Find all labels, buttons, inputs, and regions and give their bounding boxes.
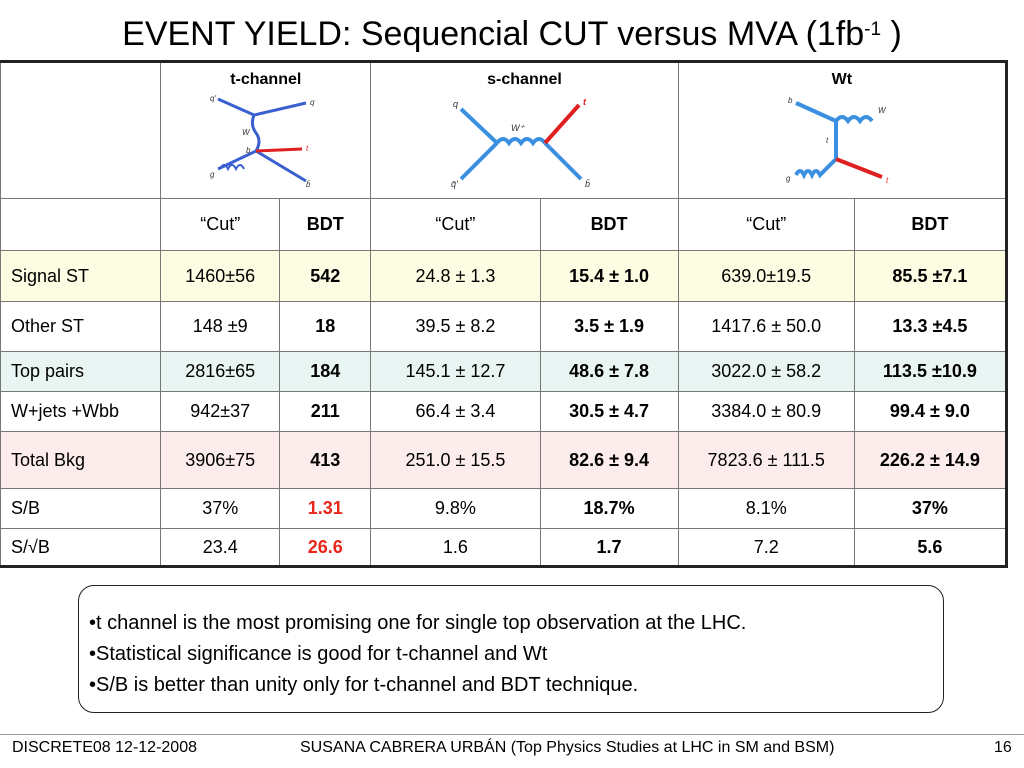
footer-divider xyxy=(0,734,1024,735)
bdt-value-cell: 30.5 ± 4.7 xyxy=(539,391,679,432)
cut-value-cell: 3906±75 xyxy=(160,431,281,489)
svg-text:b: b xyxy=(246,146,251,155)
cut-value-cell: 251.0 ± 15.5 xyxy=(370,431,541,489)
bdt-value-cell: 211 xyxy=(279,391,372,432)
corner-cell xyxy=(0,61,162,199)
note-line: •Statistical significance is good for t-… xyxy=(89,643,548,665)
cut-value-cell: 145.1 ± 12.7 xyxy=(370,351,541,392)
bdt-value-cell: 99.4 ± 9.0 xyxy=(853,391,1008,432)
bdt-value-cell: 1.7 xyxy=(539,528,679,567)
cut-value-cell: 66.4 ± 3.4 xyxy=(370,391,541,432)
wt-feynman-diagram: b W t g t xyxy=(786,96,889,185)
note-line: •t channel is the most promising one for… xyxy=(89,612,747,634)
cut-value-cell: 7823.6 ± 111.5 xyxy=(677,431,855,489)
cut-value-cell: 1417.6 ± 50.0 xyxy=(677,301,855,352)
bdt-value-cell: 542 xyxy=(279,250,372,302)
note-line: •S/B is better than unity only for t-cha… xyxy=(89,674,639,696)
table-row: Signal ST 1460±56 542 24.8 ± 1.3 15.4 ± 1.0 6… xyxy=(0,250,1008,302)
bdt-value-cell: 5.6 xyxy=(853,528,1008,567)
cut-value-cell: 639.0±19.5 xyxy=(677,250,855,302)
method-header-row: “Cut” BDT “Cut” BDT “Cut” BDT xyxy=(0,198,1008,251)
svg-text:W: W xyxy=(878,106,887,115)
svg-text:b̄: b̄ xyxy=(585,179,590,189)
row-label: Top pairs xyxy=(0,351,162,392)
bdt-value-cell: 48.6 ± 7.8 xyxy=(539,351,679,392)
bdt-header: BDT xyxy=(853,198,1008,251)
wt-channel-header: Wt b W t g t xyxy=(677,61,1008,199)
footer-author: SUSANA CABRERA URBÁN (Top Physics Studie… xyxy=(300,739,835,756)
blank-label-cell xyxy=(0,198,162,251)
cut-value-cell: 7.2 xyxy=(677,528,855,567)
bdt-value-cell: 1.31 xyxy=(279,488,372,529)
bdt-value-cell: 82.6 ± 9.4 xyxy=(539,431,679,489)
cut-header: “Cut” xyxy=(160,198,281,251)
cut-value-cell: 9.8% xyxy=(370,488,541,529)
cut-value-cell: 1460±56 xyxy=(160,250,281,302)
table-row: Top pairs 2816±65 184 145.1 ± 12.7 48.6 ± 7.… xyxy=(0,351,1008,392)
row-label: Other ST xyxy=(0,301,162,352)
bdt-value-cell: 18 xyxy=(279,301,372,352)
cut-value-cell: 3022.0 ± 58.2 xyxy=(677,351,855,392)
bdt-value-cell: 3.5 ± 1.9 xyxy=(539,301,679,352)
svg-text:q̄': q̄' xyxy=(451,179,458,189)
bdt-value-cell: 18.7% xyxy=(539,488,679,529)
row-label: Signal ST xyxy=(0,250,162,302)
table-row: S/B 37% 1.31 9.8% 18.7% 8.1% 37% xyxy=(0,488,1008,529)
svg-text:t: t xyxy=(583,97,587,107)
table-row: W+jets +Wbb 942±37 211 66.4 ± 3.4 30.5 ± 4.7… xyxy=(0,391,1008,432)
svg-text:b: b xyxy=(788,96,793,105)
svg-text:q': q' xyxy=(210,94,216,103)
bdt-value-cell: 37% xyxy=(853,488,1008,529)
cut-value-cell: 1.6 xyxy=(370,528,541,567)
bdt-value-cell: 15.4 ± 1.0 xyxy=(539,250,679,302)
row-label: W+jets +Wbb xyxy=(0,391,162,432)
slide-title: EVENT YIELD: Sequencial CUT versus MVA (… xyxy=(122,15,902,53)
bdt-value-cell: 226.2 ± 14.9 xyxy=(853,431,1008,489)
svg-text:q: q xyxy=(453,99,458,109)
svg-text:t: t xyxy=(826,136,829,145)
svg-text:t: t xyxy=(306,144,309,153)
cut-header: “Cut” xyxy=(370,198,541,251)
svg-text:W: W xyxy=(242,128,251,137)
cut-value-cell: 942±37 xyxy=(160,391,281,432)
cut-value-cell: 39.5 ± 8.2 xyxy=(370,301,541,352)
cut-value-cell: 2816±65 xyxy=(160,351,281,392)
bdt-value-cell: 85.5 ±7.1 xyxy=(853,250,1008,302)
table-row: Total Bkg 3906±75 413 251.0 ± 15.5 82.6 ± 9.… xyxy=(0,431,1008,489)
cut-value-cell: 8.1% xyxy=(677,488,855,529)
bdt-value-cell: 113.5 ±10.9 xyxy=(853,351,1008,392)
conclusions-box: •t channel is the most promising one for… xyxy=(78,585,944,713)
row-label: S/B xyxy=(0,488,162,529)
svg-text:b̄: b̄ xyxy=(306,180,311,189)
cut-value-cell: 3384.0 ± 80.9 xyxy=(677,391,855,432)
cut-value-cell: 148 ±9 xyxy=(160,301,281,352)
svg-text:q: q xyxy=(310,98,315,107)
s-channel-feynman-diagram: q t W⁺ q̄' b̄ xyxy=(451,97,590,189)
page-number: 16 xyxy=(994,739,1012,756)
cut-value-cell: 23.4 xyxy=(160,528,281,567)
bdt-value-cell: 13.3 ±4.5 xyxy=(853,301,1008,352)
bdt-header: BDT xyxy=(279,198,372,251)
bdt-value-cell: 413 xyxy=(279,431,372,489)
table-row: S/√B 23.4 26.6 1.6 1.7 7.2 5.6 xyxy=(0,528,1008,567)
bdt-value-cell: 184 xyxy=(279,351,372,392)
cut-header: “Cut” xyxy=(677,198,855,251)
svg-text:g: g xyxy=(786,174,791,183)
bdt-header: BDT xyxy=(539,198,679,251)
row-label: Total Bkg xyxy=(0,431,162,489)
svg-text:W⁺: W⁺ xyxy=(511,123,525,133)
table-row: Other ST 148 ±9 18 39.5 ± 8.2 3.5 ± 1.9 1417.… xyxy=(0,301,1008,352)
svg-text:g: g xyxy=(210,170,215,179)
t-channel-feynman-diagram: q' q Wb t g b̄ xyxy=(210,94,315,189)
cut-value-cell: 37% xyxy=(160,488,281,529)
row-label: S/√B xyxy=(0,528,162,567)
svg-text:t: t xyxy=(886,176,889,185)
bdt-value-cell: 26.6 xyxy=(279,528,372,567)
footer-conference: DISCRETE08 12-12-2008 xyxy=(12,739,197,756)
cut-value-cell: 24.8 ± 1.3 xyxy=(370,250,541,302)
